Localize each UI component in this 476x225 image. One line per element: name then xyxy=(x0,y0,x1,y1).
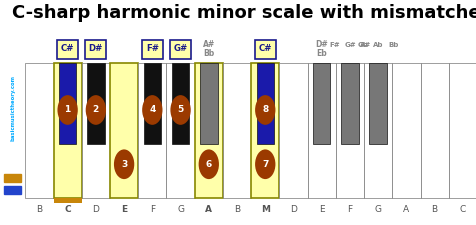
Ellipse shape xyxy=(170,95,190,125)
Text: Gb: Gb xyxy=(357,42,367,48)
Bar xyxy=(307,63,335,198)
Bar xyxy=(256,63,273,144)
Bar xyxy=(194,63,222,198)
Ellipse shape xyxy=(198,149,218,179)
Bar xyxy=(420,63,448,198)
Text: 3: 3 xyxy=(121,160,127,169)
Text: 4: 4 xyxy=(149,106,155,115)
Bar xyxy=(4,186,21,194)
Text: A#: A# xyxy=(359,42,370,48)
Text: G: G xyxy=(374,205,381,214)
Bar xyxy=(53,63,81,198)
Text: 8: 8 xyxy=(262,106,268,115)
Text: F#: F# xyxy=(146,44,159,53)
Text: C#: C# xyxy=(61,44,74,53)
Text: C: C xyxy=(64,205,71,214)
FancyBboxPatch shape xyxy=(57,40,78,59)
Bar xyxy=(138,63,166,198)
Text: 7: 7 xyxy=(261,160,268,169)
Text: G#: G# xyxy=(343,42,355,48)
Text: E: E xyxy=(121,205,127,214)
Text: D: D xyxy=(92,205,99,214)
Text: 5: 5 xyxy=(177,106,183,115)
Text: A#: A# xyxy=(202,40,215,49)
Text: C#: C# xyxy=(258,44,271,53)
Bar xyxy=(340,63,358,144)
Text: B: B xyxy=(36,205,42,214)
Text: F: F xyxy=(149,205,155,214)
Text: Bb: Bb xyxy=(388,42,398,48)
Text: F#: F# xyxy=(328,42,339,48)
Bar xyxy=(335,63,363,198)
Bar xyxy=(363,63,391,198)
Text: F: F xyxy=(347,205,352,214)
Text: A: A xyxy=(205,205,212,214)
Text: Eb: Eb xyxy=(316,49,327,58)
Bar xyxy=(59,63,76,144)
Ellipse shape xyxy=(255,95,275,125)
Ellipse shape xyxy=(86,95,106,125)
Text: D: D xyxy=(289,205,296,214)
Bar xyxy=(448,63,476,198)
Bar xyxy=(222,63,250,198)
Text: Bb: Bb xyxy=(203,49,214,58)
Text: Ab: Ab xyxy=(372,42,383,48)
Ellipse shape xyxy=(142,95,162,125)
Bar xyxy=(279,63,307,198)
Text: G: G xyxy=(177,205,184,214)
Ellipse shape xyxy=(255,149,275,179)
Text: E: E xyxy=(318,205,324,214)
Text: D#: D# xyxy=(89,44,103,53)
Text: 6: 6 xyxy=(205,160,211,169)
Bar xyxy=(199,63,217,144)
Bar xyxy=(312,63,330,144)
Text: M: M xyxy=(260,205,269,214)
Bar xyxy=(368,63,386,144)
Ellipse shape xyxy=(114,149,134,179)
Bar xyxy=(53,198,81,203)
FancyBboxPatch shape xyxy=(170,40,190,59)
Text: B: B xyxy=(431,205,437,214)
Text: D#: D# xyxy=(315,40,327,49)
Text: C: C xyxy=(459,205,465,214)
Bar xyxy=(87,63,104,144)
Text: basicmusictheory.com: basicmusictheory.com xyxy=(10,75,15,141)
Bar xyxy=(171,63,189,144)
Ellipse shape xyxy=(57,95,78,125)
Bar xyxy=(25,63,53,198)
Bar xyxy=(143,63,161,144)
Text: C-sharp harmonic minor scale with mismatches: C-sharp harmonic minor scale with mismat… xyxy=(11,4,476,22)
Bar xyxy=(110,63,138,198)
FancyBboxPatch shape xyxy=(254,40,275,59)
Bar xyxy=(81,63,110,198)
Text: 2: 2 xyxy=(92,106,99,115)
Bar xyxy=(391,63,420,198)
FancyBboxPatch shape xyxy=(85,40,106,59)
Bar xyxy=(4,174,21,182)
Text: G#: G# xyxy=(173,44,187,53)
Bar xyxy=(166,63,194,198)
FancyBboxPatch shape xyxy=(141,40,162,59)
Bar xyxy=(250,63,279,198)
Text: 1: 1 xyxy=(64,106,70,115)
Text: B: B xyxy=(233,205,239,214)
Text: A: A xyxy=(403,205,408,214)
